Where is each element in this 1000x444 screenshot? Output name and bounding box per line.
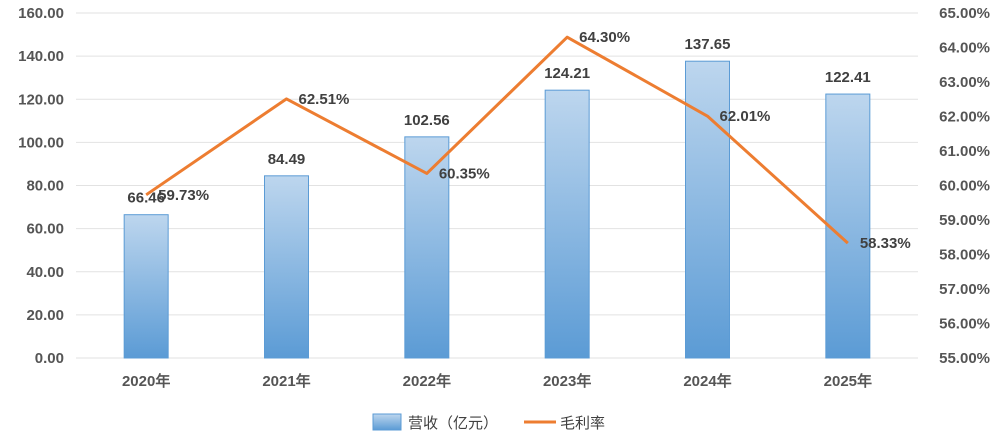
left-axis-ticks: 0.00 20.00 40.00 60.00 80.00 100.00 120.00 140.… <box>18 5 64 367</box>
bar-value-label: 66.46 <box>127 190 165 207</box>
bar-series: 66.46 84.49 102.56 124.21 137.65 122.41 <box>123 36 871 359</box>
right-tick-label: 57.00% <box>939 281 990 298</box>
category-label: 2022年 <box>403 372 451 390</box>
right-tick-label: 62.00% <box>939 109 990 126</box>
margin-line <box>145 35 849 245</box>
bar <box>825 93 871 359</box>
right-axis-ticks: 55.00% 56.00% 57.00% 58.00% 59.00% 60.00% 61.0… <box>939 5 990 367</box>
legend: 营收（亿元） 毛利率 <box>372 413 605 432</box>
left-tick-label: 0.00 <box>35 350 64 367</box>
bar <box>544 89 590 359</box>
left-tick-label: 80.00 <box>26 178 64 195</box>
category-label: 2024年 <box>683 372 731 390</box>
line-value-label: 58.33% <box>860 235 911 252</box>
category-label: 2025年 <box>824 372 872 390</box>
right-tick-label: 63.00% <box>939 74 990 91</box>
gridlines <box>76 12 918 359</box>
category-axis: 2020年 2021年 2022年 2023年 2024年 2025年 <box>122 372 872 390</box>
legend-bar-swatch <box>372 413 402 431</box>
line-value-label: 60.35% <box>439 165 490 182</box>
right-tick-label: 65.00% <box>939 5 990 22</box>
line-value-label: 59.73% <box>158 187 209 204</box>
left-tick-label: 60.00 <box>26 221 64 238</box>
left-tick-label: 120.00 <box>18 91 64 108</box>
line-value-label: 62.51% <box>299 91 350 108</box>
bar-value-label: 124.21 <box>544 65 590 82</box>
category-label: 2023年 <box>543 372 591 390</box>
right-tick-label: 55.00% <box>939 350 990 367</box>
right-tick-label: 56.00% <box>939 316 990 333</box>
bar-value-label: 137.65 <box>685 36 731 53</box>
right-tick-label: 59.00% <box>939 212 990 229</box>
category-label: 2020年 <box>122 372 170 390</box>
bar-value-label: 122.41 <box>825 69 871 86</box>
line-value-label: 64.30% <box>579 29 630 46</box>
bar <box>264 175 309 359</box>
legend-bar-label: 营收（亿元） <box>408 415 498 432</box>
bar <box>123 214 169 359</box>
line-value-label: 62.01% <box>720 108 771 125</box>
right-tick-label: 61.00% <box>939 143 990 160</box>
right-tick-label: 64.00% <box>939 40 990 57</box>
left-tick-label: 20.00 <box>26 307 64 324</box>
left-tick-label: 160.00 <box>18 5 64 22</box>
category-label: 2021年 <box>262 372 310 390</box>
bar-value-label: 84.49 <box>268 151 306 168</box>
left-tick-label: 100.00 <box>18 134 64 151</box>
left-tick-label: 140.00 <box>18 48 64 65</box>
legend-line-label: 毛利率 <box>560 415 605 432</box>
right-tick-label: 60.00% <box>939 178 990 195</box>
right-tick-label: 58.00% <box>939 247 990 264</box>
line-series: 59.73% 62.51% 60.35% 64.30% 62.01% 58.33% <box>145 29 911 252</box>
bar <box>685 60 730 359</box>
left-tick-label: 40.00 <box>26 264 64 281</box>
bar-value-label: 102.56 <box>404 112 450 129</box>
